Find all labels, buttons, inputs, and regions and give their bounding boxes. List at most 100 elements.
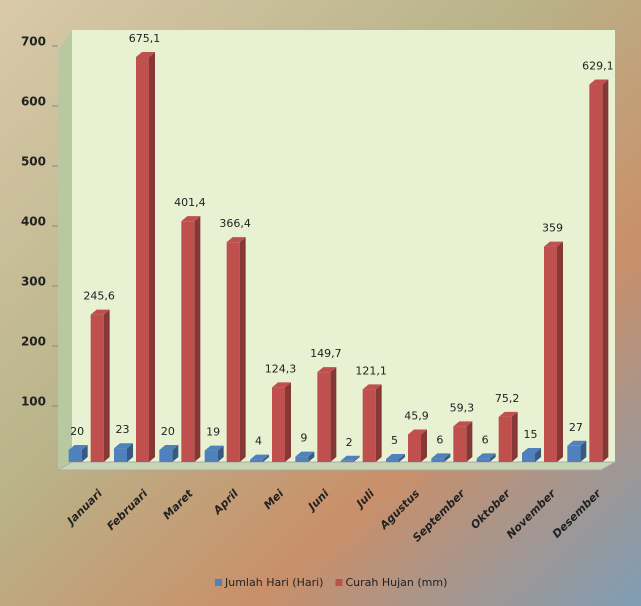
bar-side [489, 453, 496, 462]
bar [340, 460, 354, 462]
bar [498, 416, 512, 462]
bar [589, 84, 603, 462]
data-label: 5 [391, 434, 398, 447]
bar-side [353, 455, 360, 462]
y-tick-label: 400 [21, 215, 46, 229]
bar-top [522, 448, 541, 453]
bar-side [557, 241, 563, 462]
legend-swatch [215, 579, 222, 586]
floor [56, 461, 617, 471]
bar-side [580, 440, 587, 462]
bar-side [330, 367, 337, 462]
data-label: 59,3 [450, 401, 475, 414]
bar-top [317, 367, 337, 373]
bar [181, 221, 195, 462]
y-tick-label: 300 [21, 275, 46, 289]
bar-top [226, 237, 246, 243]
bar [453, 426, 467, 462]
bar [159, 450, 173, 462]
bar [408, 434, 421, 462]
bar-top [90, 309, 110, 315]
data-label: 401,4 [174, 196, 206, 209]
data-label: 15 [524, 428, 538, 441]
data-label: 75,2 [495, 392, 520, 405]
bar-side [285, 382, 291, 462]
bar-side [263, 454, 269, 462]
bar-top [362, 384, 382, 390]
bar [431, 458, 445, 462]
data-label: 6 [482, 433, 489, 446]
data-label: 121,1 [355, 364, 387, 377]
bar-side [375, 384, 382, 462]
bar-top [567, 440, 587, 446]
legend-swatch [335, 579, 343, 586]
bar [386, 459, 399, 462]
data-label: 20 [70, 425, 84, 438]
bar-top [544, 241, 563, 247]
bar-top [408, 429, 427, 435]
bar [90, 314, 104, 462]
bar-side [149, 51, 155, 462]
y-tick-label: 100 [21, 395, 46, 409]
bar-side [308, 451, 315, 462]
bar-side [217, 445, 224, 462]
data-label: 20 [161, 425, 175, 438]
bar-top [589, 79, 609, 85]
bar [317, 372, 331, 462]
bar [476, 458, 490, 462]
y-tick-label: 700 [21, 35, 46, 49]
bar-top [136, 51, 155, 57]
data-label: 19 [206, 426, 220, 439]
bar [204, 450, 218, 462]
bar [544, 246, 557, 462]
bar-top [340, 455, 360, 461]
bar-side [172, 445, 179, 462]
data-label: 27 [569, 421, 583, 434]
bar-top [453, 421, 473, 427]
bar [272, 387, 285, 462]
bar-side [421, 429, 427, 462]
data-label: 629,1 [582, 60, 614, 73]
bar [295, 456, 309, 462]
bar [68, 450, 82, 462]
side-wall [58, 30, 72, 470]
data-label: 366,4 [219, 217, 251, 230]
bar-side [511, 411, 518, 462]
bar-side [444, 453, 451, 462]
data-label: 6 [436, 433, 443, 446]
bar-top [476, 453, 496, 459]
legend-label: Jumlah Hari (Hari) [224, 576, 323, 589]
data-label: 2 [346, 436, 353, 449]
legend: Jumlah Hari (Hari) Curah Hujan (mm) [215, 576, 447, 589]
data-label: 23 [116, 423, 130, 436]
bar-side [466, 421, 473, 462]
data-label: 9 [300, 432, 307, 445]
bar-side [103, 309, 110, 462]
bar-side [81, 445, 88, 462]
y-tick-label: 200 [21, 335, 46, 349]
bar [567, 445, 581, 462]
bar [226, 242, 240, 462]
bar-top [498, 411, 518, 417]
bar-top [204, 445, 224, 451]
legend-label: Curah Hujan (mm) [345, 576, 447, 589]
y-tick-label: 500 [21, 155, 46, 169]
data-label: 45,9 [404, 409, 429, 422]
data-label: 4 [255, 435, 262, 448]
bar-top [159, 445, 179, 450]
bar-top [114, 443, 133, 449]
data-label: 149,7 [310, 347, 342, 360]
data-label: 245,6 [83, 290, 115, 303]
bar-side [194, 216, 201, 462]
bar [250, 459, 263, 462]
bar-side [602, 79, 609, 462]
bar [136, 56, 149, 462]
data-label: 675,1 [129, 32, 161, 45]
y-tick-label: 600 [21, 95, 46, 109]
bar-top [68, 445, 88, 450]
bar [114, 448, 127, 462]
bar-side [239, 237, 246, 462]
bar-side [535, 448, 541, 462]
bar [522, 453, 535, 462]
data-label: 124,3 [265, 362, 297, 375]
